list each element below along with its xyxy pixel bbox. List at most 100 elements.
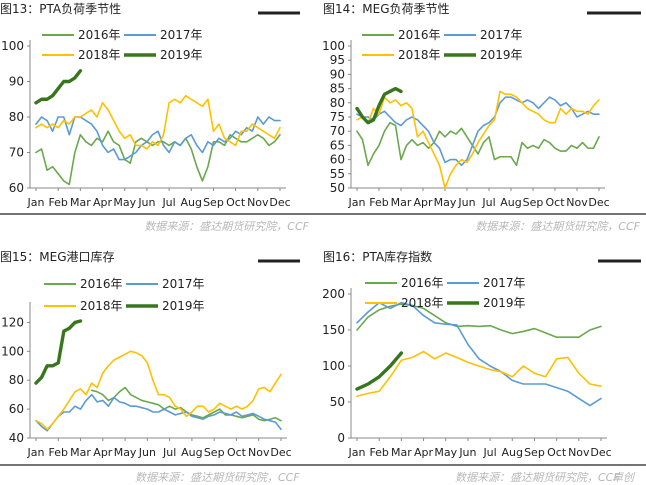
chart-source: 数据来源：盛达期货研究院，CCF <box>475 220 640 233</box>
y-tick-label: 100 <box>322 39 345 53</box>
series-line-2019 <box>355 86 403 125</box>
legend-label: 2018年 <box>78 48 121 62</box>
x-tick-label: Oct <box>226 196 246 209</box>
y-tick-label: 120 <box>1 315 24 329</box>
y-tick-label: 90 <box>330 67 345 81</box>
legend-label: 2018年 <box>401 296 444 310</box>
x-tick-label: Jan <box>27 196 45 209</box>
x-tick-label: Jan <box>348 446 366 459</box>
x-tick-label: Aug <box>181 196 202 209</box>
legend-label: 2016年 <box>80 277 123 291</box>
x-tick-label: Nov <box>566 196 588 209</box>
legend-label: 2019年 <box>160 48 203 62</box>
series-line-2019 <box>355 351 404 391</box>
x-tick-label: Oct <box>547 446 567 459</box>
x-tick-label: Feb <box>48 196 67 209</box>
series-line-2017 <box>356 301 602 407</box>
legend-label: 2019年 <box>480 48 523 62</box>
x-tick-label: Mar <box>391 196 412 209</box>
x-tick-label: May <box>114 446 137 459</box>
line-chart: 0 50 100 150 200 Jan Feb Mar Apr May Jun Jul Aug Sep O… <box>322 259 646 466</box>
footer-source-right: 数据来源：盛达期货研究院，CCF <box>455 471 620 484</box>
y-tick-label: 50 <box>330 181 345 195</box>
chart-panel-meg-load: 图14：MEG负荷季节性 50 55 60 65 70 75 80 85 90 95 100 Jan F… <box>322 0 646 234</box>
series-line-2018 <box>35 350 282 431</box>
chart-panel-pta-inventory-index: 图16：PTA库存指数 0 50 100 150 200 Jan Feb Mar Apr May J… <box>322 248 646 484</box>
x-tick-label: Jul <box>161 196 175 209</box>
x-tick-label: Jun <box>457 196 475 209</box>
chart-title: 图13：PTA负荷季节性 <box>0 2 122 16</box>
x-tick-label: Aug <box>502 446 523 459</box>
y-tick-label: 70 <box>9 146 24 160</box>
x-tick-label: Feb <box>49 446 68 459</box>
footer-extra: 卓创 <box>612 471 634 484</box>
y-tick-label: 80 <box>9 373 24 387</box>
legend-label: 2016年 <box>78 28 121 42</box>
legend-label: 2017年 <box>162 277 205 291</box>
chart-source: 数据来源：盛达期货研究院，CCF <box>144 220 309 233</box>
line-chart: 40 60 80 100 120 Jan Feb Mar Apr May Jun Jul Aug Sep O… <box>0 259 323 466</box>
x-tick-label: Aug <box>500 196 521 209</box>
x-tick-label: Dec <box>588 196 609 209</box>
x-tick-label: May <box>113 196 136 209</box>
x-tick-label: Nov <box>248 446 270 459</box>
x-tick-label: Sep <box>523 196 544 209</box>
x-tick-label: Feb <box>369 446 388 459</box>
y-tick-label: 80 <box>330 96 345 110</box>
x-tick-label: Sep <box>204 446 225 459</box>
x-tick-label: Jun <box>137 196 155 209</box>
x-tick-label: Jun <box>458 446 476 459</box>
x-tick-label: Mar <box>70 446 91 459</box>
y-tick-label: 65 <box>330 138 345 152</box>
y-tick-label: 85 <box>330 82 345 96</box>
series-line-2017 <box>356 96 600 167</box>
x-tick-label: Apr <box>93 446 113 459</box>
x-tick-label: Mar <box>70 196 91 209</box>
x-tick-label: Apr <box>413 196 433 209</box>
series-line-2017 <box>35 393 282 432</box>
series-line-2017 <box>35 116 281 161</box>
x-tick-label: Apr <box>93 196 113 209</box>
y-tick-label: 90 <box>9 75 24 89</box>
legend-label: 2018年 <box>80 299 123 313</box>
series-line-2016 <box>35 130 281 186</box>
legend-label: 2017年 <box>160 28 203 42</box>
y-tick-label: 60 <box>9 402 24 416</box>
x-tick-label: Jul <box>481 196 495 209</box>
x-tick-label: Dec <box>270 446 291 459</box>
y-tick-label: 100 <box>1 39 24 53</box>
x-tick-label: Nov <box>247 196 269 209</box>
legend-label: 2019年 <box>483 296 526 310</box>
x-tick-label: Oct <box>545 196 565 209</box>
x-tick-label: Nov <box>568 446 590 459</box>
x-tick-label: Apr <box>414 446 434 459</box>
chart-panel-pta-load: 图13：PTA负荷季节性 60 70 80 90 100 Jan Feb Mar Apr May J… <box>0 0 323 234</box>
series-line-2018 <box>356 90 600 189</box>
legend-label: 2017年 <box>480 28 523 42</box>
y-tick-label: 70 <box>330 124 345 138</box>
x-tick-label: Jul <box>482 446 496 459</box>
x-tick-label: Jan <box>27 446 45 459</box>
x-tick-label: Dec <box>269 196 290 209</box>
x-tick-label: Jul <box>162 446 176 459</box>
legend-label: 2017年 <box>483 276 526 290</box>
legend-label: 2016年 <box>401 276 444 290</box>
x-tick-label: Jun <box>138 446 156 459</box>
x-tick-label: Feb <box>369 196 388 209</box>
x-tick-label: May <box>434 196 457 209</box>
x-tick-label: Jan <box>348 196 366 209</box>
y-tick-label: 100 <box>1 344 24 358</box>
x-tick-label: Sep <box>203 196 224 209</box>
series-line-2018 <box>35 94 281 150</box>
x-tick-label: Sep <box>524 446 545 459</box>
chart-title: 图16：PTA库存指数 <box>323 250 433 264</box>
footer-source: 数据来源：盛达期货研究院，CCF <box>135 471 300 484</box>
chart-title: 图15：MEG港口库存 <box>0 250 115 264</box>
legend-label: 2016年 <box>398 28 441 42</box>
y-tick-label: 40 <box>9 431 24 445</box>
y-tick-label: 55 <box>330 167 345 181</box>
y-tick-label: 60 <box>330 153 345 167</box>
series-line-2019 <box>34 319 83 385</box>
x-tick-label: Dec <box>590 446 611 459</box>
